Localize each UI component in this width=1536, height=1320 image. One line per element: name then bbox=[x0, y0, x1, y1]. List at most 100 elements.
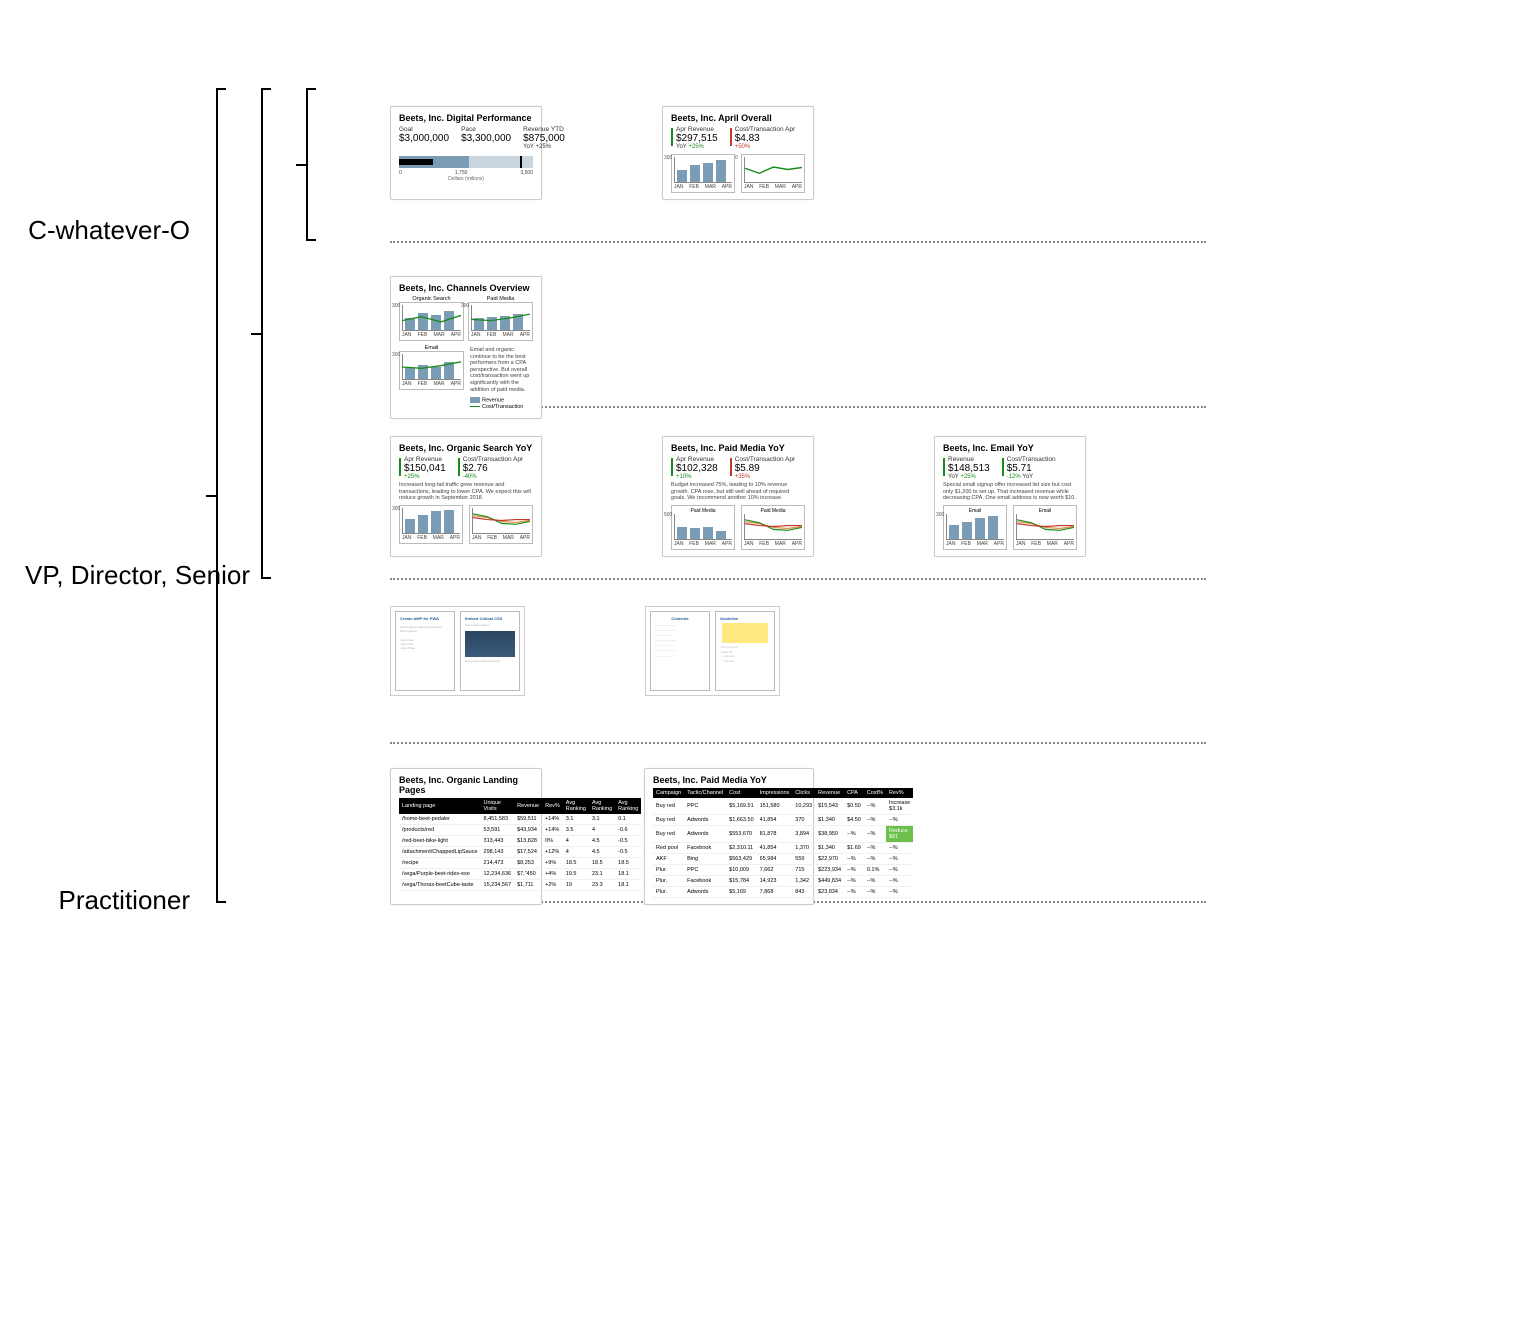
row-channel-detail: Beets, Inc. Organic Search YoY Apr Reven… bbox=[390, 436, 1486, 557]
bar bbox=[690, 165, 700, 182]
table-row: Buy redAdwords$1,663.5041,854370$1,340$4… bbox=[653, 815, 913, 826]
table-row: /attachment/ChappedLipSauce298,143$17,52… bbox=[399, 847, 641, 858]
card-email-yoy: Beets, Inc. Email YoY Revenue $148,513 Y… bbox=[934, 436, 1086, 557]
channels-note: Email and organic continue to be the bes… bbox=[470, 347, 531, 393]
card-channels-overview: Beets, Inc. Channels Overview Organic Se… bbox=[390, 276, 542, 419]
card-digital-performance: Beets, Inc. Digital Performance Goal $3,… bbox=[390, 106, 542, 200]
card-title: Beets, Inc. Digital Performance bbox=[399, 113, 533, 123]
metric-value: $297,515 bbox=[676, 133, 718, 144]
table-row: AKFBing$563,42965,984559$22,970--%--%--% bbox=[653, 854, 913, 865]
legend-swatch bbox=[470, 397, 480, 403]
metric-label: Goal bbox=[399, 126, 449, 133]
axis-min: 0 bbox=[399, 170, 402, 176]
metric-sub: YoY +25% bbox=[523, 144, 565, 150]
indicator-bar bbox=[671, 128, 673, 146]
bar bbox=[677, 170, 687, 183]
metric-prefix: YoY bbox=[676, 144, 687, 150]
doc-thumb: Embed Critical CSS lorem ipsum dolor lor… bbox=[460, 611, 520, 691]
table-row: /vega/Purple-beet-rides-exe12,234,636$7,… bbox=[399, 869, 641, 880]
doc-title: Create AMP for PWA bbox=[400, 616, 450, 621]
metric-value: $3,300,000 bbox=[461, 133, 511, 144]
bracket-c-level-tick bbox=[296, 164, 306, 166]
table-row: Plur.Facebook$15,78414,9231,342$449,834-… bbox=[653, 876, 913, 887]
card-organic-yoy: Beets, Inc. Organic Search YoY Apr Reven… bbox=[390, 436, 542, 557]
data-table: CampaignTactic/ChannelCostImpressionsCli… bbox=[653, 788, 913, 898]
y-axis-label: 300 bbox=[461, 303, 469, 309]
bar bbox=[975, 518, 985, 539]
bar bbox=[703, 163, 713, 182]
metric-label: Revenue YTD bbox=[523, 126, 565, 133]
doc-title: Contents bbox=[655, 616, 705, 621]
bar bbox=[418, 515, 428, 533]
bar bbox=[444, 510, 454, 533]
table-row: /red-beet-bike-light313,443$13,8280%44.5… bbox=[399, 836, 641, 847]
label-vp: VP, Director, Senior bbox=[0, 560, 250, 591]
bar bbox=[716, 160, 726, 182]
label-practitioner: Practitioner bbox=[0, 885, 190, 916]
indicator-bar bbox=[730, 128, 732, 146]
card-paid-yoy: Beets, Inc. Paid Media YoY Apr Revenue $… bbox=[662, 436, 814, 557]
card-title: Beets, Inc. Paid Media YoY bbox=[653, 775, 805, 785]
card-title: Beets, Inc. Channels Overview bbox=[399, 283, 533, 293]
metric-value: $3,000,000 bbox=[399, 133, 449, 144]
panel-organic: Organic Search 300JANFEBMARAPR bbox=[399, 296, 464, 341]
doc-title: Guideline bbox=[720, 616, 770, 621]
table-row: /vega/Thorax-beetCube-taste15,234,567$1,… bbox=[399, 880, 641, 891]
y-axis-label: 300 bbox=[664, 155, 672, 161]
table-row: /products/red53,591$43,934+14%3.54-0.6 bbox=[399, 825, 641, 836]
axis-max: 3,500 bbox=[520, 170, 533, 176]
doc-thumb: Contents ———————————————————————————————… bbox=[650, 611, 710, 691]
metric-label: Cost/Transaction Apr bbox=[735, 126, 795, 133]
label-c-level: C-whatever-O bbox=[0, 215, 190, 246]
bracket-practitioner bbox=[216, 88, 226, 903]
divider bbox=[390, 742, 1206, 744]
doc-thumb: Create AMP for PWA Lorem ipsum dolor sit… bbox=[395, 611, 455, 691]
bullet-chart bbox=[399, 156, 533, 168]
bracket-c-level bbox=[306, 88, 316, 241]
mini-bar-chart: 300 JANFEBMARAPR bbox=[671, 154, 735, 193]
bracket-practitioner-tick bbox=[206, 495, 216, 497]
metric-value: $4.83 bbox=[735, 133, 795, 144]
bracket-vp-tick bbox=[251, 333, 261, 335]
row-documents: Create AMP for PWA Lorem ipsum dolor sit… bbox=[390, 606, 1486, 696]
y-axis-label: 0 bbox=[735, 155, 738, 161]
metric-label: Pace bbox=[461, 126, 511, 133]
panel-email: Email 300JANFEBMARAPR bbox=[399, 345, 464, 412]
card-title: Beets, Inc. Paid Media YoY bbox=[671, 443, 805, 453]
y-axis-label: 300 bbox=[392, 352, 400, 358]
doc-thumb: Guideline • lorem ipsum• dolor sit ◦ sub… bbox=[715, 611, 775, 691]
bar bbox=[405, 519, 415, 533]
bracket-vp bbox=[261, 88, 271, 579]
row-channels: Beets, Inc. Channels Overview Organic Se… bbox=[390, 276, 1486, 419]
doc-pair: Contents ———————————————————————————————… bbox=[645, 606, 780, 696]
bar bbox=[962, 522, 972, 539]
bar bbox=[703, 527, 713, 539]
metric-label: Apr Revenue bbox=[676, 126, 718, 133]
metric-change: +25% bbox=[688, 144, 704, 150]
table-row: /recipe214,473$8,253+9%18.518.518.5 bbox=[399, 858, 641, 869]
bar bbox=[690, 528, 700, 539]
card-landing-pages-table: Beets, Inc. Organic Landing Pages Landin… bbox=[390, 768, 542, 905]
metric-value: $875,000 bbox=[523, 133, 565, 144]
highlight-block bbox=[722, 623, 768, 643]
row-tables: Beets, Inc. Organic Landing Pages Landin… bbox=[390, 768, 1486, 905]
data-table: Landing pageUnique VisitsRevenueRev%Avg … bbox=[399, 798, 641, 891]
chart-caption: Dollars (milions) bbox=[399, 176, 533, 182]
row-c-level: Beets, Inc. Digital Performance Goal $3,… bbox=[390, 106, 1486, 200]
divider bbox=[390, 578, 1206, 580]
card-title: Beets, Inc. April Overall bbox=[671, 113, 805, 123]
metric-change: +50% bbox=[735, 144, 795, 150]
card-title: Beets, Inc. Organic Landing Pages bbox=[399, 775, 533, 795]
divider bbox=[390, 241, 1206, 243]
table-row: /home-beet-pedaler8,451,583$59,511+14%3.… bbox=[399, 814, 641, 825]
doc-title: Embed Critical CSS bbox=[465, 616, 515, 621]
legend-swatch bbox=[470, 406, 480, 407]
card-april-overall: Beets, Inc. April Overall Apr Revenue $2… bbox=[662, 106, 814, 200]
bar bbox=[431, 511, 441, 533]
bar bbox=[677, 527, 687, 539]
mini-line-chart: 0 JANFEBMARAPR bbox=[741, 154, 805, 193]
table-row: Buy redPPC$5,169.51151,58010,293$15,543$… bbox=[653, 798, 913, 815]
table-row: Plur.Adwords$5,1697,868843$23,834--%--%-… bbox=[653, 887, 913, 898]
bar bbox=[716, 531, 726, 539]
card-title: Beets, Inc. Email YoY bbox=[943, 443, 1077, 453]
